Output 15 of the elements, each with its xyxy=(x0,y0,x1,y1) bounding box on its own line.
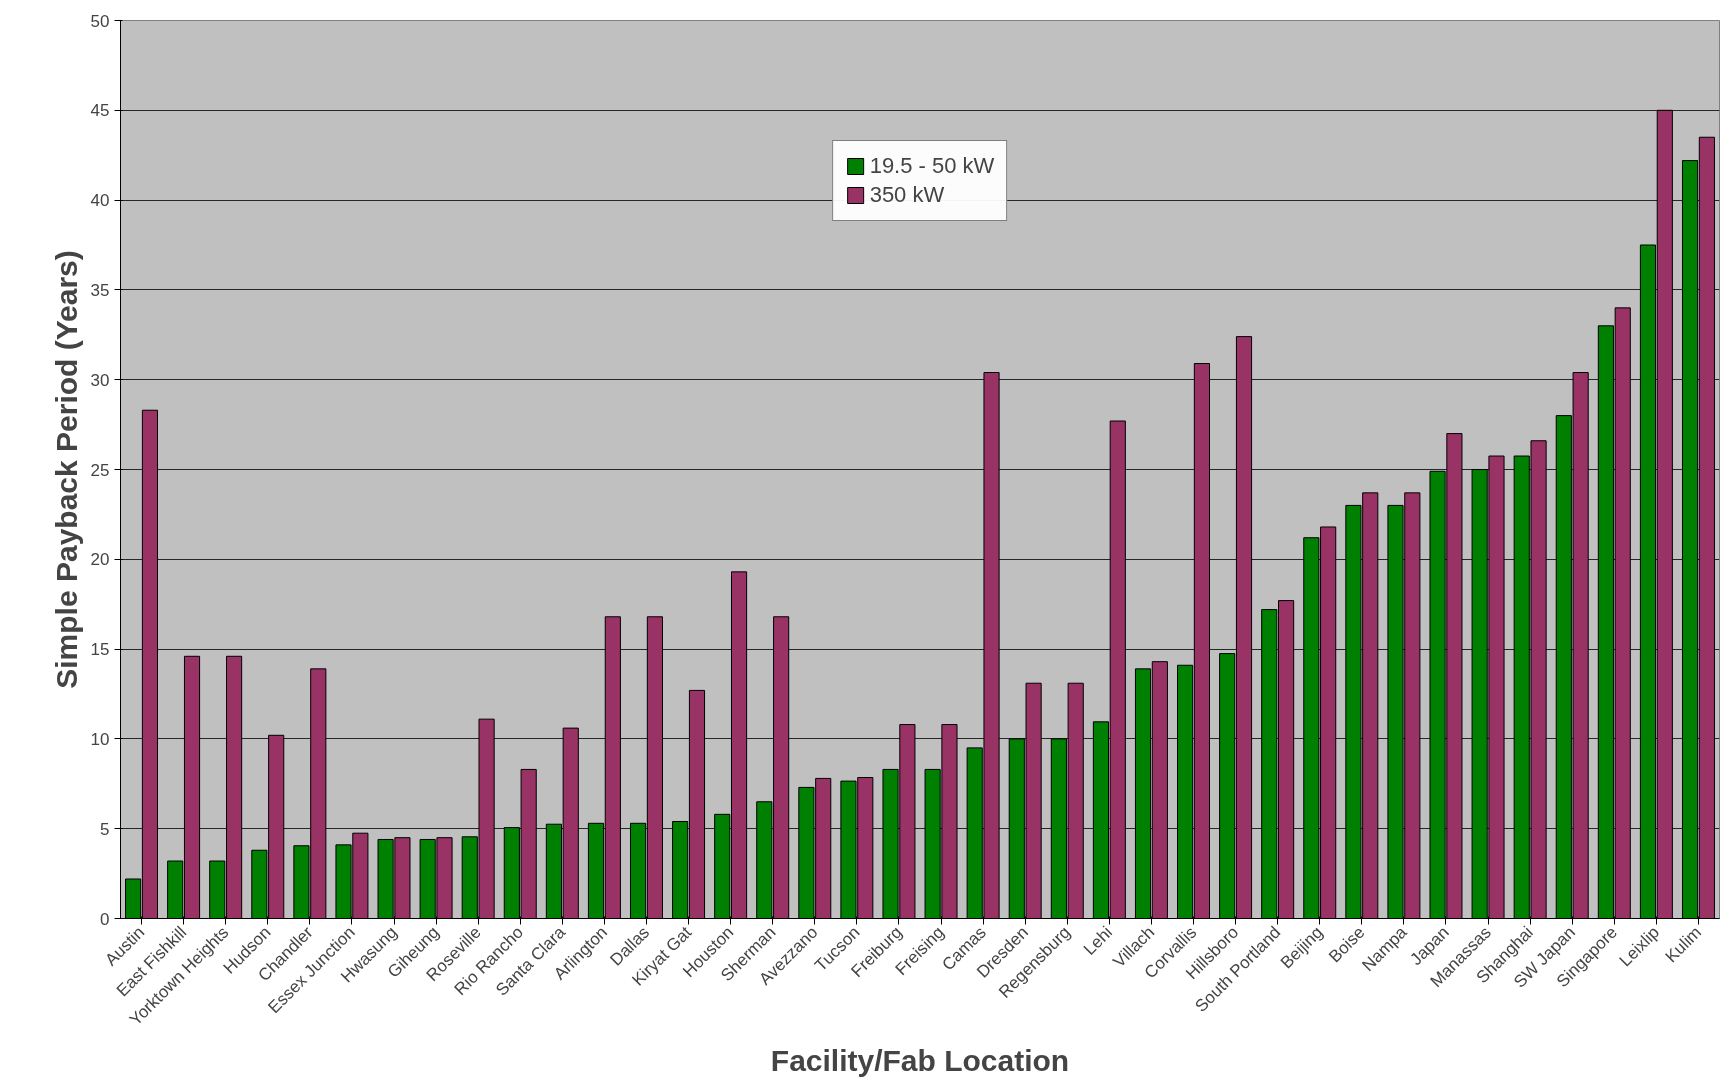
legend-label: 350 kW xyxy=(869,182,945,208)
y-tick-label: 40 xyxy=(90,191,110,211)
x-axis-title: Facility/Fab Location xyxy=(770,1044,1070,1078)
y-tick-label: 25 xyxy=(90,460,110,480)
y-tick-label: 30 xyxy=(90,370,110,390)
y-tick-label: 20 xyxy=(90,550,110,570)
y-tick-label: 5 xyxy=(100,819,110,839)
y-axis-title: Simple Payback Period (Years) xyxy=(49,250,83,689)
y-tick-label: 10 xyxy=(90,729,110,749)
y-tick-label: 35 xyxy=(90,280,110,300)
y-tick-label: 0 xyxy=(100,909,110,929)
legend-label: 19.5 - 50 kW xyxy=(869,153,995,179)
y-tick-label: 45 xyxy=(90,101,110,121)
y-tick-label: 50 xyxy=(90,11,110,31)
y-tick-label: 15 xyxy=(90,640,110,660)
